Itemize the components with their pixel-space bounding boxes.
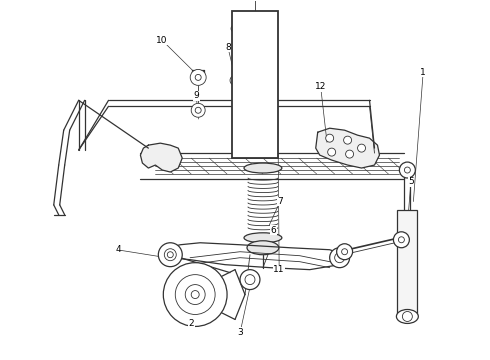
Circle shape	[251, 66, 259, 74]
Text: 8: 8	[225, 43, 231, 52]
Circle shape	[335, 253, 344, 263]
Circle shape	[185, 285, 205, 305]
Circle shape	[243, 26, 267, 50]
Ellipse shape	[242, 63, 268, 76]
Text: 6: 6	[270, 226, 276, 235]
Circle shape	[252, 82, 258, 88]
Ellipse shape	[243, 142, 267, 154]
Circle shape	[393, 232, 409, 248]
Circle shape	[242, 41, 268, 67]
Circle shape	[191, 291, 199, 298]
Circle shape	[248, 78, 262, 92]
Circle shape	[250, 33, 260, 43]
Circle shape	[249, 111, 261, 123]
Circle shape	[245, 275, 255, 285]
Circle shape	[328, 148, 336, 156]
Circle shape	[404, 167, 410, 173]
Circle shape	[326, 134, 334, 142]
Text: 11: 11	[273, 265, 285, 274]
Ellipse shape	[244, 233, 282, 243]
Text: 9: 9	[194, 91, 199, 100]
Text: 12: 12	[315, 82, 326, 91]
Ellipse shape	[247, 241, 279, 255]
Circle shape	[245, 91, 265, 111]
Circle shape	[343, 136, 352, 144]
Circle shape	[399, 162, 416, 178]
Ellipse shape	[244, 163, 282, 173]
Ellipse shape	[396, 310, 418, 323]
Circle shape	[251, 144, 259, 152]
Circle shape	[330, 248, 349, 268]
Circle shape	[251, 50, 259, 58]
Text: 7: 7	[277, 197, 283, 206]
Circle shape	[230, 75, 240, 85]
Polygon shape	[141, 143, 182, 172]
Circle shape	[398, 237, 404, 243]
Circle shape	[250, 18, 260, 28]
Circle shape	[163, 263, 227, 327]
Bar	[397, 210, 417, 315]
Circle shape	[345, 150, 354, 158]
Ellipse shape	[241, 15, 269, 30]
Circle shape	[337, 244, 353, 260]
Circle shape	[175, 275, 215, 315]
Text: 3: 3	[237, 328, 243, 337]
Circle shape	[231, 24, 239, 32]
Circle shape	[243, 105, 267, 129]
Polygon shape	[316, 128, 379, 168]
Circle shape	[164, 249, 176, 261]
Circle shape	[190, 69, 206, 85]
Circle shape	[342, 249, 347, 255]
Circle shape	[233, 78, 237, 82]
Circle shape	[242, 72, 268, 98]
Circle shape	[402, 311, 413, 321]
Text: 5: 5	[408, 177, 414, 186]
Circle shape	[251, 129, 259, 136]
Circle shape	[240, 270, 260, 289]
Circle shape	[245, 122, 265, 143]
Circle shape	[358, 144, 366, 152]
Circle shape	[251, 97, 259, 105]
Text: 2: 2	[189, 319, 194, 328]
Bar	[232, 11, 278, 158]
Text: 1: 1	[420, 68, 426, 77]
Circle shape	[191, 103, 205, 117]
Circle shape	[167, 252, 173, 258]
Text: 10: 10	[156, 36, 168, 45]
Text: 4: 4	[115, 246, 121, 255]
Circle shape	[195, 107, 201, 113]
Circle shape	[195, 75, 201, 80]
Circle shape	[158, 243, 182, 267]
